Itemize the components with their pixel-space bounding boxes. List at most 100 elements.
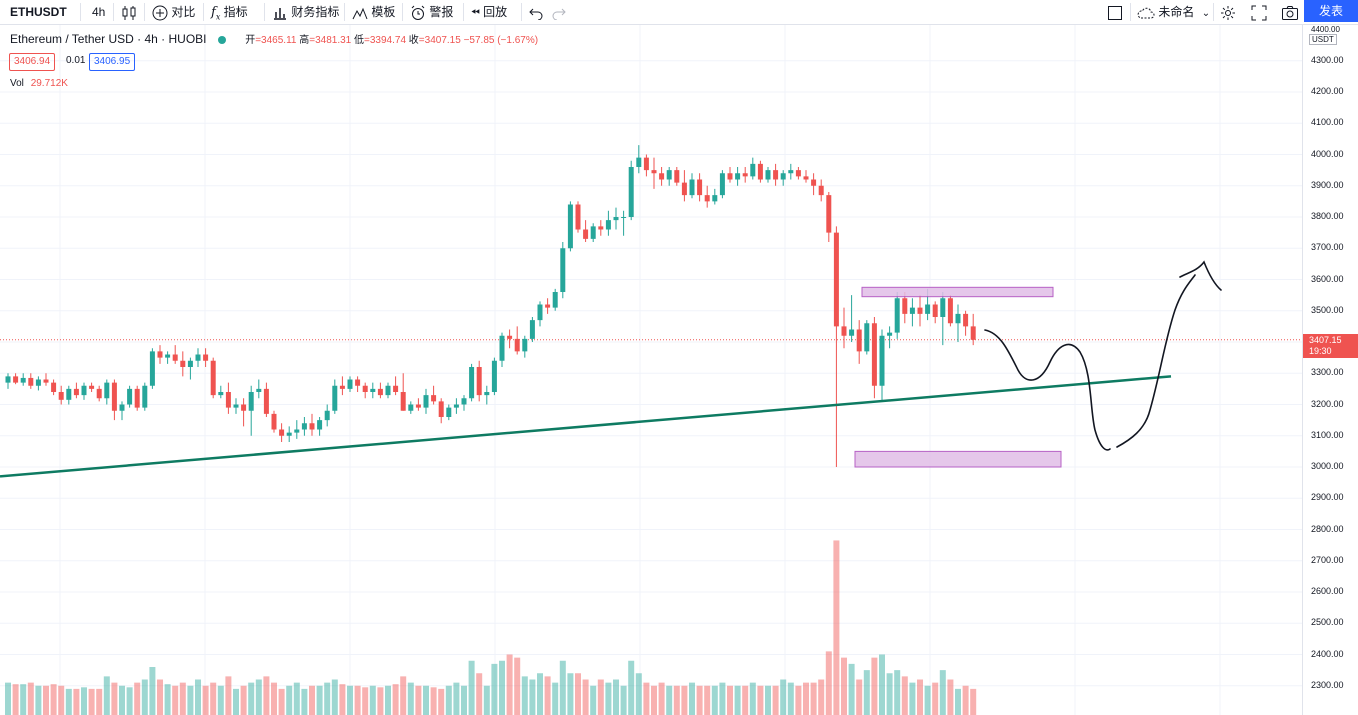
candle-body [28,377,34,386]
function-icon: fx [211,5,221,22]
bid-price[interactable]: 3406.94 [9,53,56,71]
volume-bar [841,657,847,715]
financials-button[interactable]: 财务指标 [272,0,339,24]
candle-body [514,338,520,352]
candle-body [347,379,353,389]
volume-bar [430,687,437,715]
templates-button[interactable]: 模板 [352,0,395,24]
volume-bar [50,684,57,715]
chart-type-button[interactable] [121,0,137,24]
volume-legend: Vol 29.712K [10,78,68,89]
volume-bar [856,679,863,715]
volume-bar [20,684,27,715]
volume-bar [35,685,42,715]
candle-body [583,229,589,239]
volume-bar [780,679,787,715]
candle-body [119,404,125,411]
candle-body [377,388,383,396]
candle-body [833,232,839,327]
candle-body [35,379,41,386]
volume-bar [65,688,72,715]
candle-body [750,163,756,177]
candle-body [66,388,72,400]
volume-bar [103,676,110,715]
candle-body [522,338,528,352]
volume-bar [187,685,194,715]
interval-button[interactable]: 4h [92,5,106,19]
volume-bar [749,682,756,715]
volume-bar [833,540,840,715]
candle-body [279,429,285,436]
volume-bar [423,685,429,715]
volume-bar [225,676,232,715]
candle-body [803,176,809,180]
alert-button[interactable]: 警报 [410,0,453,24]
toolbar-divider [521,3,522,21]
volume-bar [483,685,490,715]
symbol-search[interactable]: ETHUSDT [10,5,67,19]
candle-body [742,173,748,177]
replay-button[interactable]: ⏪︎ 回放 [471,0,507,24]
price-chart[interactable] [0,25,1302,715]
rewind-icon: ⏪︎ [471,7,480,19]
settings-button[interactable] [1220,0,1236,24]
candle-body [438,401,444,417]
volume-label: Vol [10,78,24,89]
candle-body [149,351,155,386]
trendline [0,375,1172,478]
template-icon [352,7,368,20]
candle-body [210,360,216,396]
candle-body [849,329,855,336]
volume-bar [499,660,505,715]
volume-bar [757,685,764,715]
candle-body [218,392,224,396]
change-value: −57.85 (−1.67%) [463,35,539,46]
volume-bar [179,682,186,715]
close-value: =3407.15 [418,35,461,46]
price-tick-label: 4300.00 [1311,54,1344,65]
candle-body [111,382,117,411]
candle-body [560,248,566,292]
expand-icon [1251,5,1267,21]
candle-body [659,173,665,180]
price-tick-label: 2500.00 [1311,617,1344,628]
candle-body [674,170,680,183]
alarm-clock-icon [411,5,425,20]
volume-bar [286,685,293,715]
candle-body [894,298,900,333]
low-value: =3394.74 [364,35,407,46]
bar-countdown: 19:30 [1309,345,1332,356]
candle-body [773,170,779,180]
price-tick-label: 2600.00 [1311,586,1344,596]
candle-body [157,351,163,358]
ask-price[interactable]: 3406.95 [89,53,136,71]
candle-body [719,173,725,196]
square-icon [1108,5,1122,20]
indicators-button[interactable]: fx 指标 [211,0,248,24]
symbol-title[interactable]: Ethereum / Tether USD · 4h · HUOBI [10,32,207,46]
fullscreen-button[interactable] [1251,0,1267,24]
toolbar-divider [463,3,464,21]
last-price-badge[interactable]: 3407.15 19:30 [1303,333,1358,358]
publish-button[interactable]: 发表 [1304,0,1358,22]
undo-button[interactable] [529,0,543,24]
volume-bar [468,660,475,715]
volume-bar [863,670,870,715]
volume-bar [96,688,103,715]
snapshot-button[interactable] [1281,0,1299,24]
price-tick-label: 2700.00 [1311,554,1344,565]
candle-body [567,204,573,249]
volume-bar [559,660,566,715]
compare-button[interactable]: 对比 [152,0,195,24]
volume-bar [233,688,239,715]
layout-name-button[interactable]: 未命名 ⌄ [1137,0,1210,24]
candlestick-icon [122,5,136,20]
redo-button[interactable] [552,0,566,24]
candle-body [203,354,209,361]
fullscreen-toggle[interactable] [1107,0,1123,24]
price-axis[interactable]: 4400.00 USDT 4300.00 4200.00 4100.00 4000.00 3… [1302,25,1358,715]
candle-body [385,385,391,396]
candle-body [575,204,581,230]
cloud-icon [1137,7,1155,19]
volume-bar [377,687,384,715]
